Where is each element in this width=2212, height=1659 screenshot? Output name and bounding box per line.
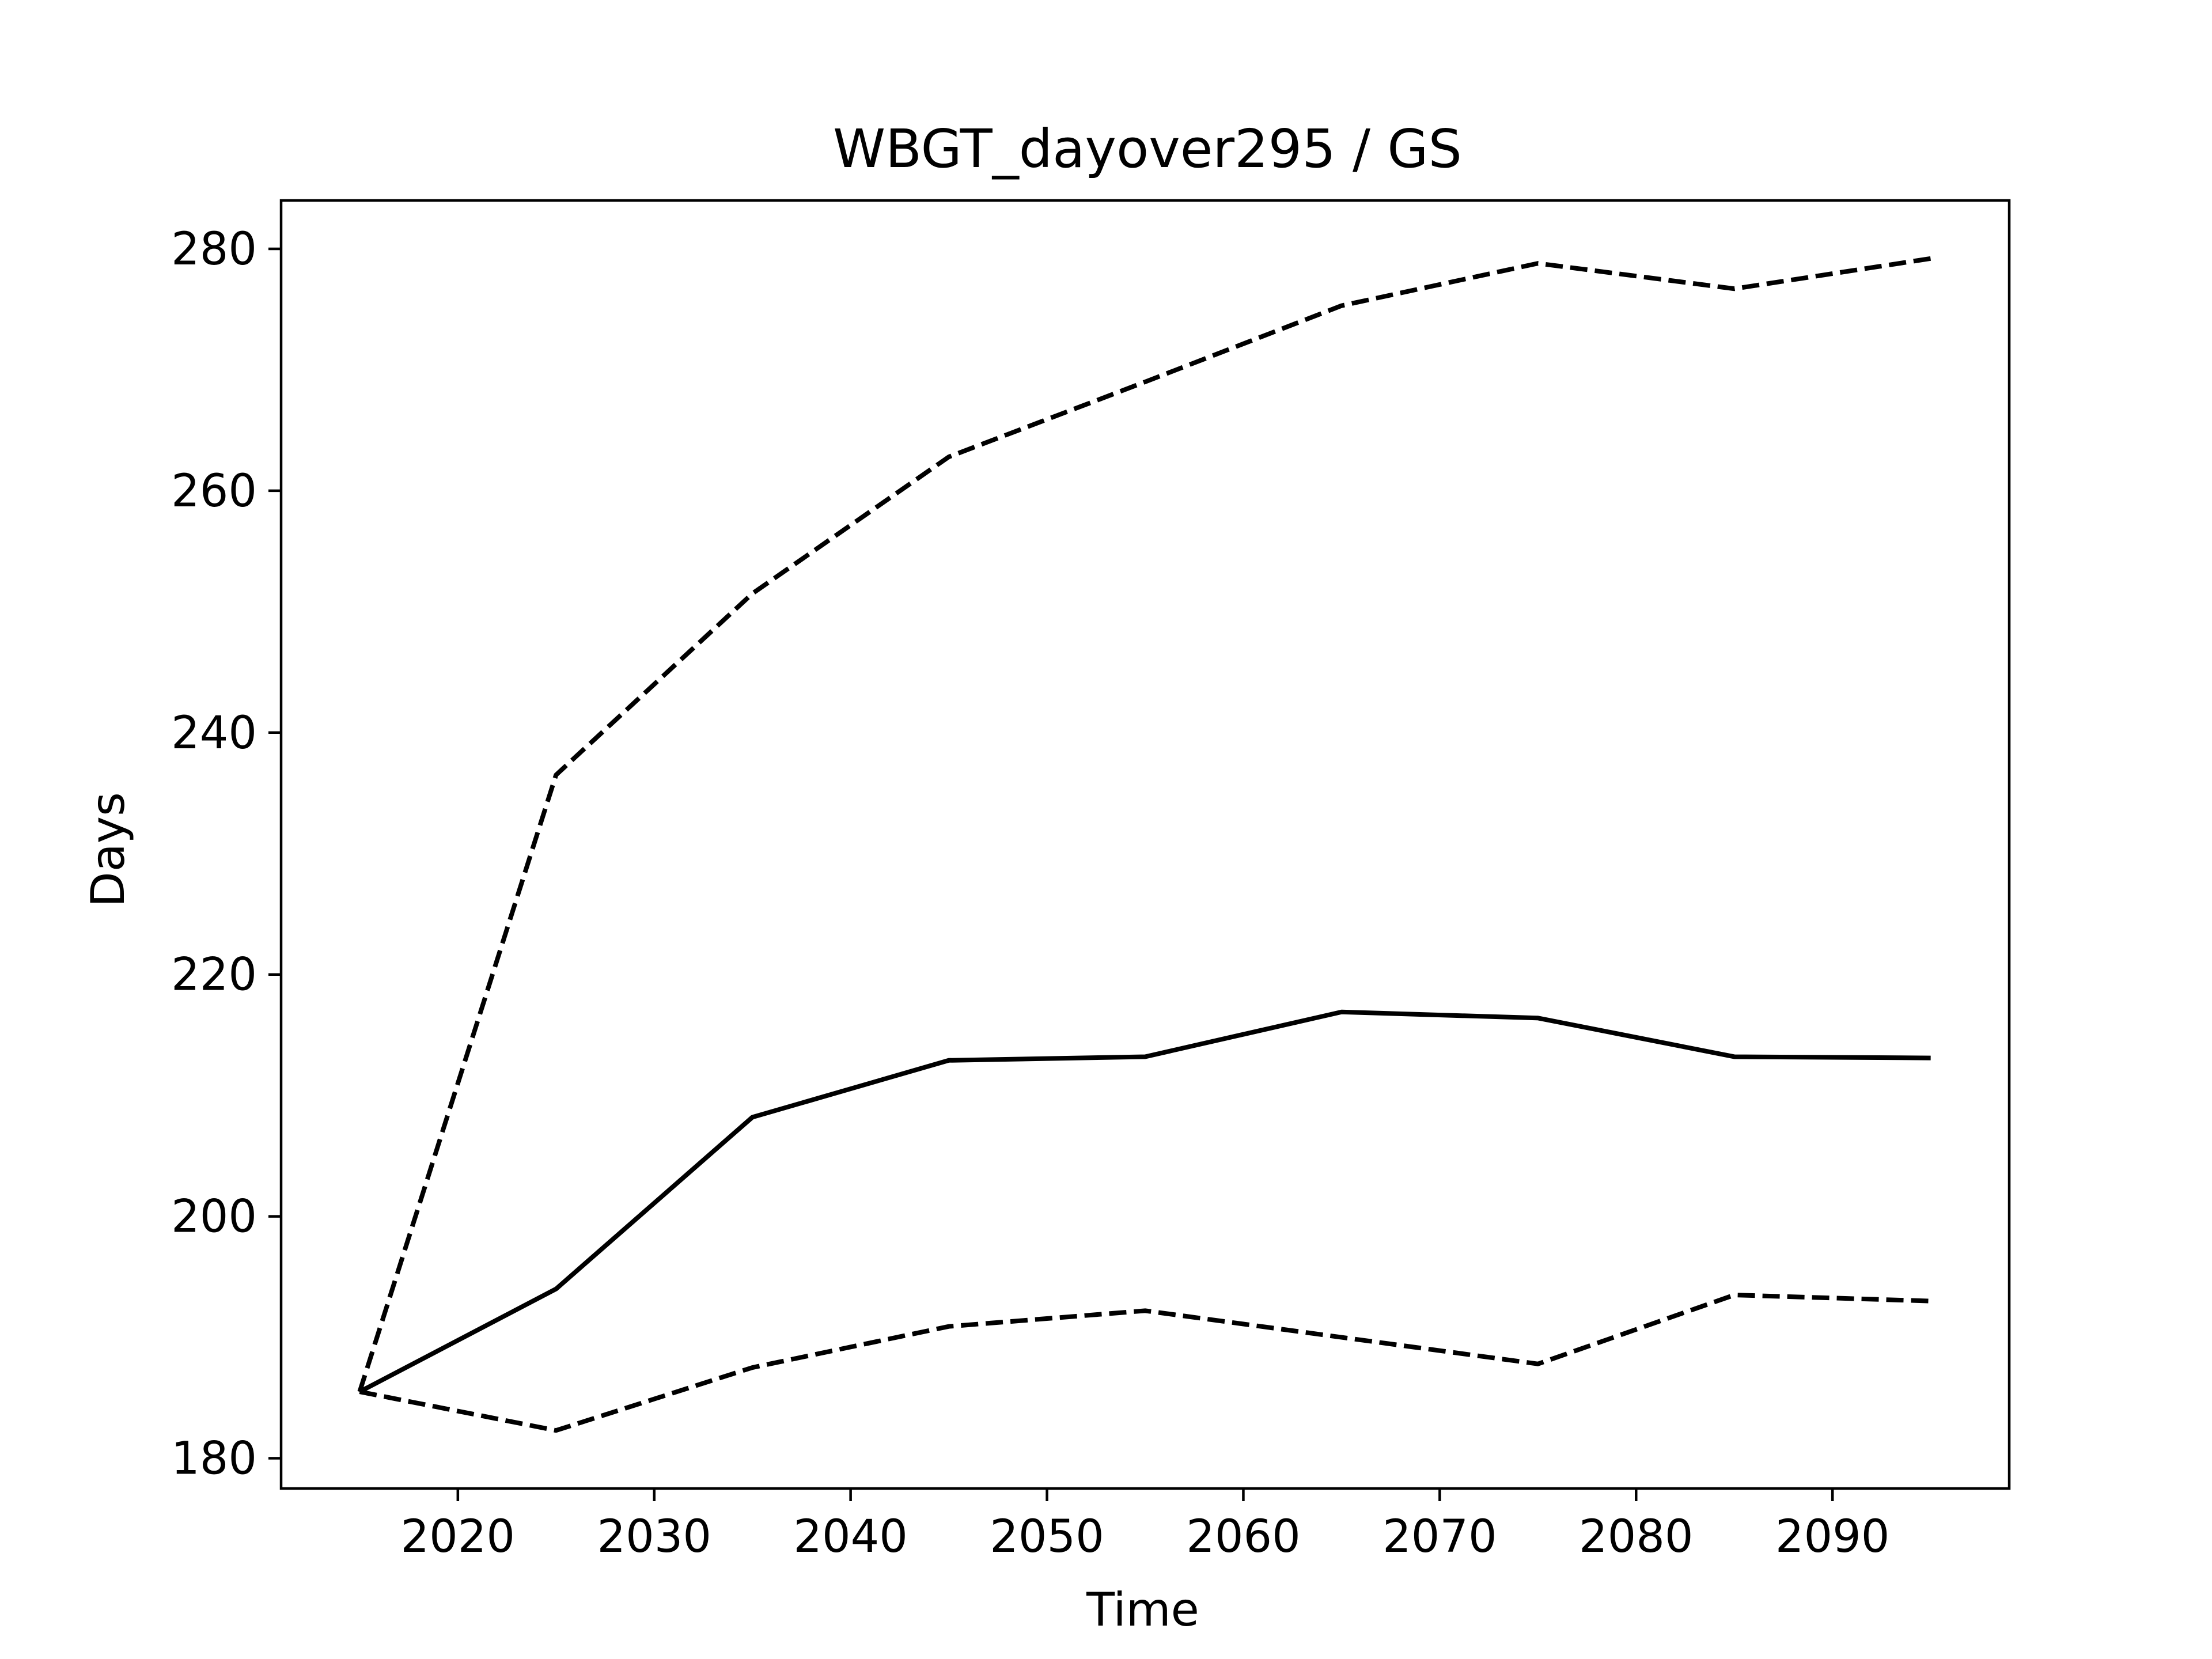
series-group (357, 256, 1931, 1433)
x-tick-label-2020: 2020 (401, 1511, 516, 1563)
y-tick-label-280: 280 (171, 224, 257, 275)
series-line-lower (359, 1293, 1931, 1433)
y-tick-label-240: 240 (171, 707, 257, 759)
x-axis-label: Time (1086, 1583, 1199, 1637)
plot-area-frame (279, 199, 2011, 1490)
series-line-upper (357, 256, 1931, 1393)
x-tick-label-2090: 2090 (1775, 1511, 1890, 1563)
x-tick-label-2080: 2080 (1579, 1511, 1694, 1563)
y-axis: 180 200 220 240 260 280 (171, 224, 281, 1485)
series-line-mean (358, 1009, 1931, 1394)
x-axis: 2020 2030 2040 2050 2060 2070 2080 2090 (401, 1488, 1890, 1563)
y-tick-label-200: 200 (171, 1191, 257, 1243)
y-axis-label: Days (81, 792, 135, 907)
chart-title: WBGT_dayover295 / GS (833, 118, 1462, 180)
x-tick-label-2070: 2070 (1382, 1511, 1497, 1563)
y-tick-label-260: 260 (171, 465, 257, 517)
x-tick-label-2040: 2040 (793, 1511, 908, 1563)
x-tick-label-2060: 2060 (1186, 1511, 1301, 1563)
x-tick-label-2030: 2030 (597, 1511, 711, 1563)
x-tick-label-2050: 2050 (990, 1511, 1104, 1563)
y-tick-label-220: 220 (171, 949, 257, 1001)
y-tick-label-180: 180 (171, 1433, 257, 1485)
